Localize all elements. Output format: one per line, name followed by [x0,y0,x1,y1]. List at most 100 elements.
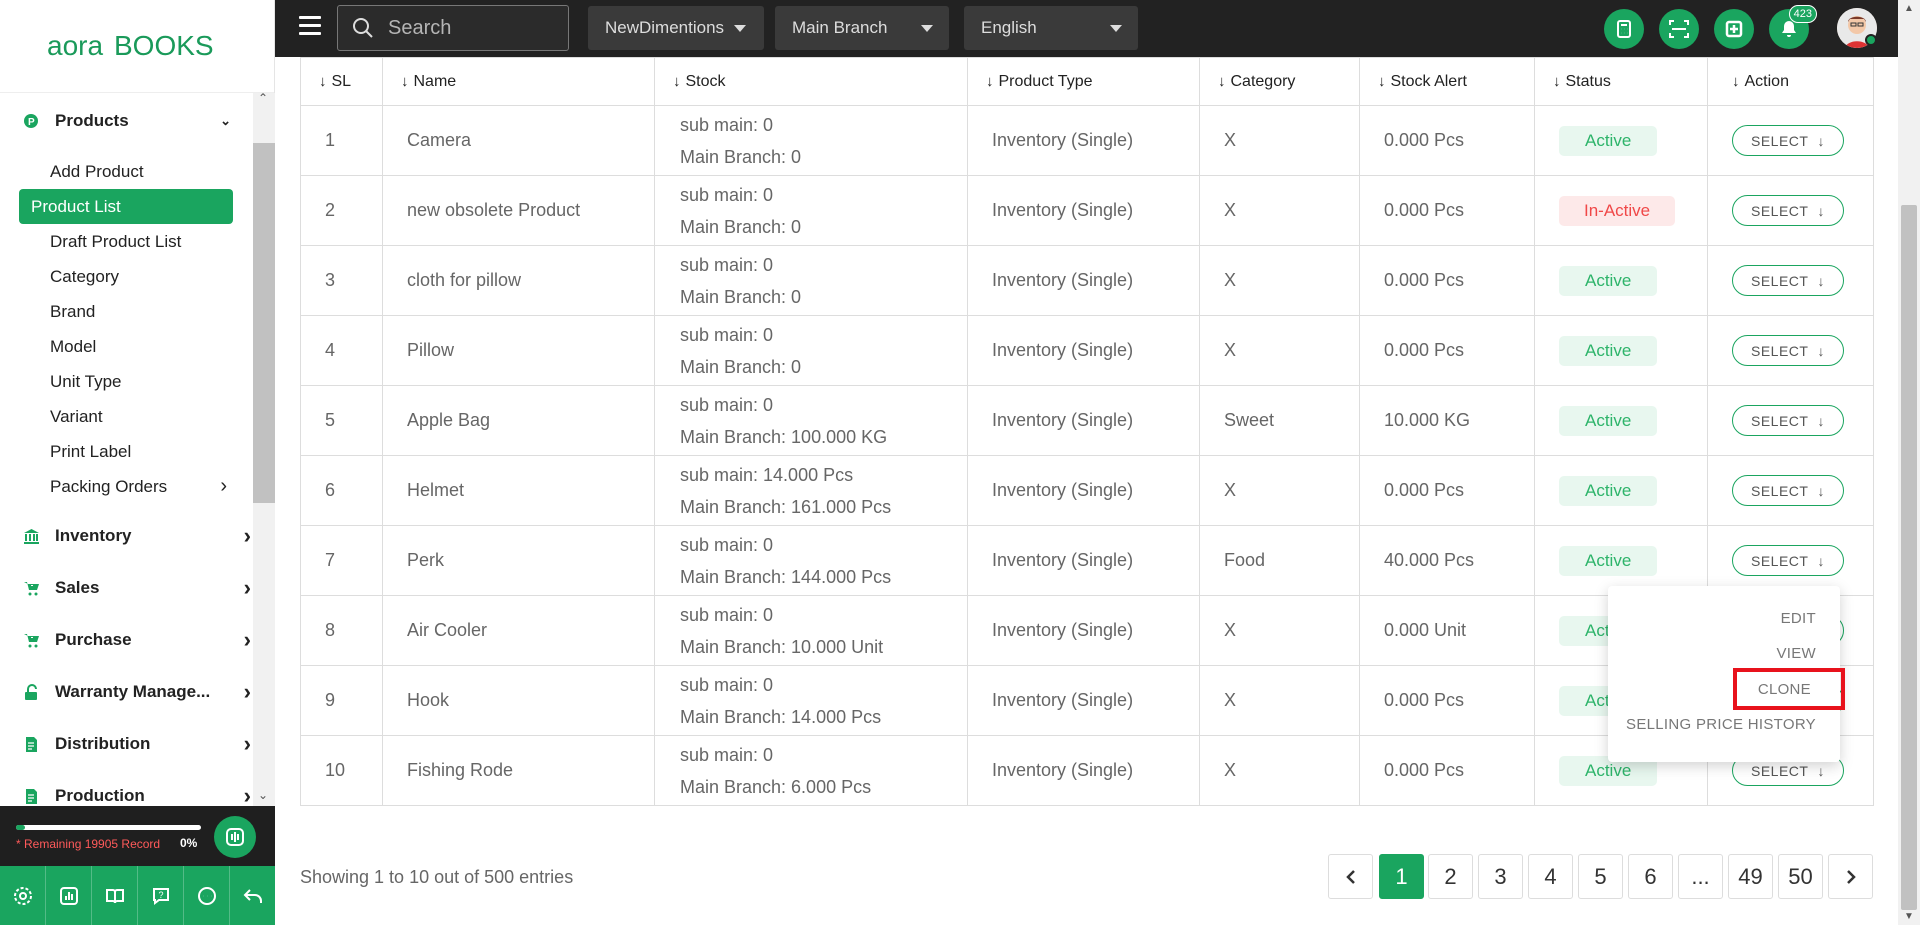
sidebar-item-variant[interactable]: Variant [19,399,233,434]
chevron-down-icon: ⌄ [220,113,231,128]
sidebar-item-product-list[interactable]: Product List [19,189,233,224]
select-button-label: SELECT [1751,552,1809,569]
online-status-dot [1865,34,1877,46]
scroll-down-icon[interactable]: ⌄ [258,788,269,802]
page-button-3[interactable]: 3 [1478,854,1523,899]
help-icon[interactable]: ? [138,866,184,925]
company-select[interactable]: NewDimentions [588,6,764,50]
page-button-4[interactable]: 4 [1528,854,1573,899]
column-header-label: Product Type [998,72,1093,90]
next-page-button[interactable] [1828,854,1873,899]
select-action-button[interactable]: SELECT ↓ [1732,265,1844,296]
column-header-product-type[interactable]: ↓ Product Type [967,57,1200,106]
calculator-icon[interactable] [1604,9,1644,49]
menu-item-selling-price-history[interactable]: SELLING PRICE HISTORY [1626,716,1816,733]
search-input[interactable] [388,16,548,40]
settings-gear-icon[interactable] [0,866,46,925]
page-button-1[interactable]: 1 [1379,854,1424,899]
cell-sl-text: 10 [325,760,346,780]
select-action-button[interactable]: SELECT ↓ [1732,335,1844,366]
cell-stock-alert: 0.000 Pcs [1359,105,1535,176]
select-action-button[interactable]: SELECT ↓ [1732,475,1844,506]
table-row: 1 Camera sub main: 0 Main Branch: 0 Inventor… [300,105,1874,176]
cell-sl: 1 [300,105,383,176]
scan-icon[interactable] [1659,9,1699,49]
select-action-button[interactable]: SELECT ↓ [1732,195,1844,226]
column-header-status[interactable]: ↓ Status [1534,57,1708,106]
caret-down-icon [921,25,933,32]
sidebar-item-model[interactable]: Model [19,329,233,364]
arrow-down-icon: ↓ [1817,552,1825,569]
select-button-label: SELECT [1751,132,1809,149]
sidebar-scrollbar[interactable]: ⌃ ⌄ [253,91,275,806]
sidebar-item-add-product[interactable]: Add Product [19,154,233,189]
prev-page-button[interactable] [1328,854,1373,899]
chat-icon[interactable] [184,866,230,925]
select-button-label: SELECT [1751,272,1809,289]
select-action-button[interactable]: SELECT ↓ [1732,545,1844,576]
sidebar-group-products[interactable]: P Products ⌄ [0,96,253,146]
cell-product-type-text: Inventory (Single) [992,620,1134,640]
notifications-bell-icon[interactable]: 423 [1769,5,1817,49]
sidebar-item-category[interactable]: Category [19,259,233,294]
scroll-up-icon[interactable]: ⌃ [258,91,269,105]
sidebar-group-inventory[interactable]: Inventory › [0,510,253,562]
select-action-button[interactable]: SELECT ↓ [1732,405,1844,436]
upgrade-icon[interactable] [214,816,256,858]
sidebar-item-packing-orders[interactable]: Packing Orders › [19,469,233,504]
page-scroll-thumb[interactable] [1901,205,1917,910]
sidebar-group-warranty[interactable]: Warranty Manage... › [0,666,253,718]
column-header-name[interactable]: ↓ Name [382,57,655,106]
select-action-button[interactable]: SELECT ↓ [1732,125,1844,156]
page-button-2[interactable]: 2 [1428,854,1473,899]
hamburger-menu-icon[interactable] [299,16,321,36]
product-list-table: ↓ SL ↓ Name ↓ Stock ↓ Product Type ↓ Category ↓ Sto… [300,57,1874,806]
cell-name: Apple Bag [382,385,655,456]
sidebar-item-print-label[interactable]: Print Label [19,434,233,469]
column-header-action[interactable]: ↓ Action [1707,57,1874,106]
scroll-up-icon[interactable]: ▲ [1904,3,1914,14]
column-header-stock-alert[interactable]: ↓ Stock Alert [1359,57,1535,106]
logo[interactable]: aora BOOKS [0,0,274,93]
sidebar-item-draft-product-list[interactable]: Draft Product List [19,224,233,259]
menu-item-view[interactable]: VIEW [1776,645,1816,662]
page-button-49[interactable]: 49 [1728,854,1773,899]
sidebar-scroll-thumb[interactable] [253,143,275,503]
sidebar-group-purchase[interactable]: Purchase › [0,614,253,666]
scroll-down-icon[interactable]: ▼ [1904,911,1914,922]
book-icon[interactable] [92,866,138,925]
page-button-6[interactable]: 6 [1628,854,1673,899]
menu-item-edit[interactable]: EDIT [1780,610,1816,627]
sidebar-item-unit-type[interactable]: Unit Type [19,364,233,399]
column-header-sl[interactable]: ↓ SL [300,57,383,106]
stock-main-branch: Main Branch: 14.000 Pcs [680,706,882,727]
status-badge: Active [1559,475,1658,506]
sidebar-group-sales[interactable]: Sales › [0,562,253,614]
page-scrollbar[interactable]: ▲ ▼ [1898,0,1920,925]
page-button-50[interactable]: 50 [1778,854,1823,899]
cell-name-text: new obsolete Product [407,200,581,220]
cell-sl-text: 2 [325,200,336,220]
cell-name-text: Pillow [407,340,455,360]
page-button-5[interactable]: 5 [1578,854,1623,899]
reports-chart-icon[interactable] [46,866,92,925]
column-header-stock[interactable]: ↓ Stock [654,57,968,106]
cell-category-text: X [1224,480,1237,500]
sidebar-item-brand[interactable]: Brand [19,294,233,329]
cell-stock-alert: 0.000 Pcs [1359,455,1535,526]
cell-name-text: Apple Bag [407,410,491,430]
menu-item-clone[interactable]: CLONE [1757,681,1811,698]
search-field[interactable] [337,5,569,51]
add-plus-icon[interactable] [1714,9,1754,49]
sidebar-group-distribution[interactable]: Distribution › [0,718,253,770]
sidebar-group-production[interactable]: Production › [0,770,253,806]
sidebar-item-label: Brand [50,301,96,321]
cart-icon [22,579,40,597]
cell-sl: 5 [300,385,383,456]
language-select[interactable]: English [964,6,1138,50]
column-header-category[interactable]: ↓ Category [1199,57,1360,106]
branch-select[interactable]: Main Branch [775,6,949,50]
cell-name-text: Perk [407,550,445,570]
cell-sl: 8 [300,595,383,666]
logout-back-icon[interactable] [230,866,275,925]
